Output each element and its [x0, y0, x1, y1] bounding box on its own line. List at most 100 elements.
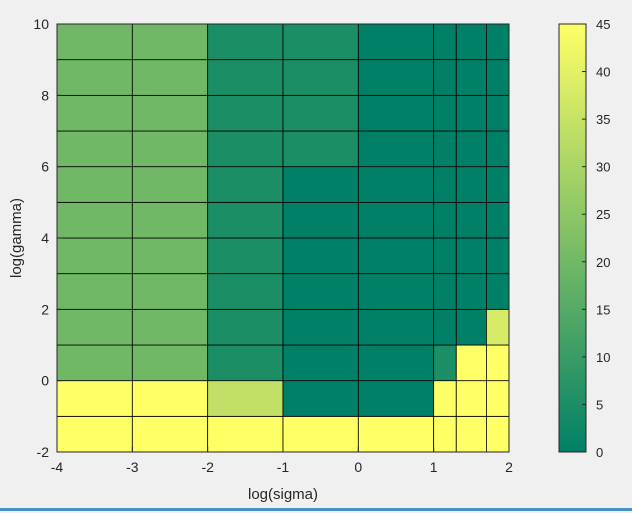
heatmap-cell	[357, 380, 435, 417]
heatmap-cells	[56, 23, 510, 453]
heatmap-cell	[485, 23, 510, 61]
heatmap-cell	[282, 130, 359, 168]
heatmap-cell	[131, 59, 209, 96]
heatmap-cell	[282, 23, 359, 61]
window-bottom-border	[0, 508, 632, 511]
heatmap-cell	[131, 273, 209, 310]
y-tick-label: 0	[41, 373, 49, 389]
heatmap-cell	[455, 166, 487, 203]
heatmap-cell	[357, 308, 435, 346]
heatmap-cell	[207, 380, 284, 417]
heatmap-cell	[455, 344, 487, 382]
y-axis-ticks: -2 0 2 4 6 8 10	[33, 16, 62, 460]
heatmap-cell	[485, 94, 510, 132]
heatmap-cell	[485, 130, 510, 168]
x-tick-label: 1	[430, 459, 438, 475]
heatmap-cell	[131, 166, 209, 203]
heatmap-cell	[207, 201, 284, 239]
heatmap-cell	[455, 237, 487, 275]
heatmap-cell	[485, 344, 510, 382]
colorbar-tick-label: 35	[596, 112, 610, 127]
heatmap-cell	[207, 273, 284, 310]
heatmap-cell	[433, 201, 457, 239]
heatmap-cell	[282, 166, 359, 203]
heatmap-cell	[357, 23, 435, 61]
heatmap-cell	[282, 237, 359, 275]
heatmap-cell	[56, 308, 133, 346]
heatmap-cell	[357, 59, 435, 96]
heatmap-cell	[56, 273, 133, 310]
heatmap-cell	[56, 23, 133, 61]
heatmap-cell	[207, 237, 284, 275]
heatmap-cell	[357, 166, 435, 203]
heatmap-cell	[433, 308, 457, 346]
heatmap-cell	[433, 130, 457, 168]
heatmap-cell	[131, 308, 209, 346]
heatmap-cell	[485, 237, 510, 275]
heatmap-cell	[455, 201, 487, 239]
heatmap-cell	[485, 380, 510, 417]
heatmap-cell	[357, 94, 435, 132]
heatmap-cell	[131, 415, 209, 453]
heatmap-cell	[282, 94, 359, 132]
colorbar-tick-label: 45	[596, 17, 610, 32]
colorbar-tick-label: 5	[596, 397, 603, 412]
heatmap-cell	[131, 23, 209, 61]
heatmap-cell	[207, 130, 284, 168]
heatmap-cell	[455, 415, 487, 453]
y-tick-label: 2	[41, 301, 49, 317]
heatmap-cell	[433, 94, 457, 132]
heatmap-cell	[485, 201, 510, 239]
heatmap-cell	[56, 415, 133, 453]
heatmap-cell	[131, 344, 209, 382]
colorbar-ticks: 0 5 10 15 20 25 30 35 40 45	[582, 17, 610, 460]
heatmap-cell	[207, 415, 284, 453]
heatmap-cell	[455, 273, 487, 310]
heatmap-cell	[485, 273, 510, 310]
heatmap-cell	[357, 273, 435, 310]
heatmap-cell	[455, 59, 487, 96]
heatmap-cell	[56, 166, 133, 203]
heatmap-cell	[207, 308, 284, 346]
heatmap-cell	[131, 237, 209, 275]
heatmap-cell	[357, 201, 435, 239]
heatmap-cell	[357, 344, 435, 382]
heatmap-cell	[207, 59, 284, 96]
heatmap-cell	[485, 415, 510, 453]
heatmap-cell	[455, 380, 487, 417]
x-tick-label: -1	[277, 459, 290, 475]
heatmap-cell	[56, 94, 133, 132]
colorbar-tick-label: 25	[596, 207, 610, 222]
colorbar-tick-label: 10	[596, 350, 610, 365]
heatmap-cell	[455, 94, 487, 132]
y-tick-label: 4	[41, 230, 49, 246]
x-axis-ticks: -4 -3 -2 -1 0 1 2	[51, 447, 513, 475]
colorbar-tick-label: 20	[596, 255, 610, 270]
colorbar-tick-label: 40	[596, 65, 610, 80]
colorbar	[558, 23, 587, 453]
heatmap-cell	[282, 415, 359, 453]
heatmap-cell	[433, 237, 457, 275]
heatmap-cell	[433, 59, 457, 96]
heatmap-cell	[56, 380, 133, 417]
x-tick-label: -2	[201, 459, 214, 475]
heatmap-cell	[433, 166, 457, 203]
heatmap-cell	[357, 237, 435, 275]
heatmap-cell	[56, 237, 133, 275]
x-axis-label: log(sigma)	[248, 486, 318, 503]
heatmap-cell	[455, 308, 487, 346]
heatmap-cell	[485, 308, 510, 346]
heatmap-cell	[485, 59, 510, 96]
heatmap-cell	[282, 344, 359, 382]
heatmap-cell	[455, 130, 487, 168]
heatmap-cell	[56, 59, 133, 96]
heatmap-cell	[131, 201, 209, 239]
x-tick-label: -4	[51, 459, 64, 475]
heatmap-cell	[207, 23, 284, 61]
colorbar-tick-label: 30	[596, 160, 610, 175]
heatmap-cell	[131, 380, 209, 417]
colorbar-tick-label: 0	[596, 445, 603, 460]
heatmap-cell	[207, 166, 284, 203]
heatmap-cell	[282, 201, 359, 239]
